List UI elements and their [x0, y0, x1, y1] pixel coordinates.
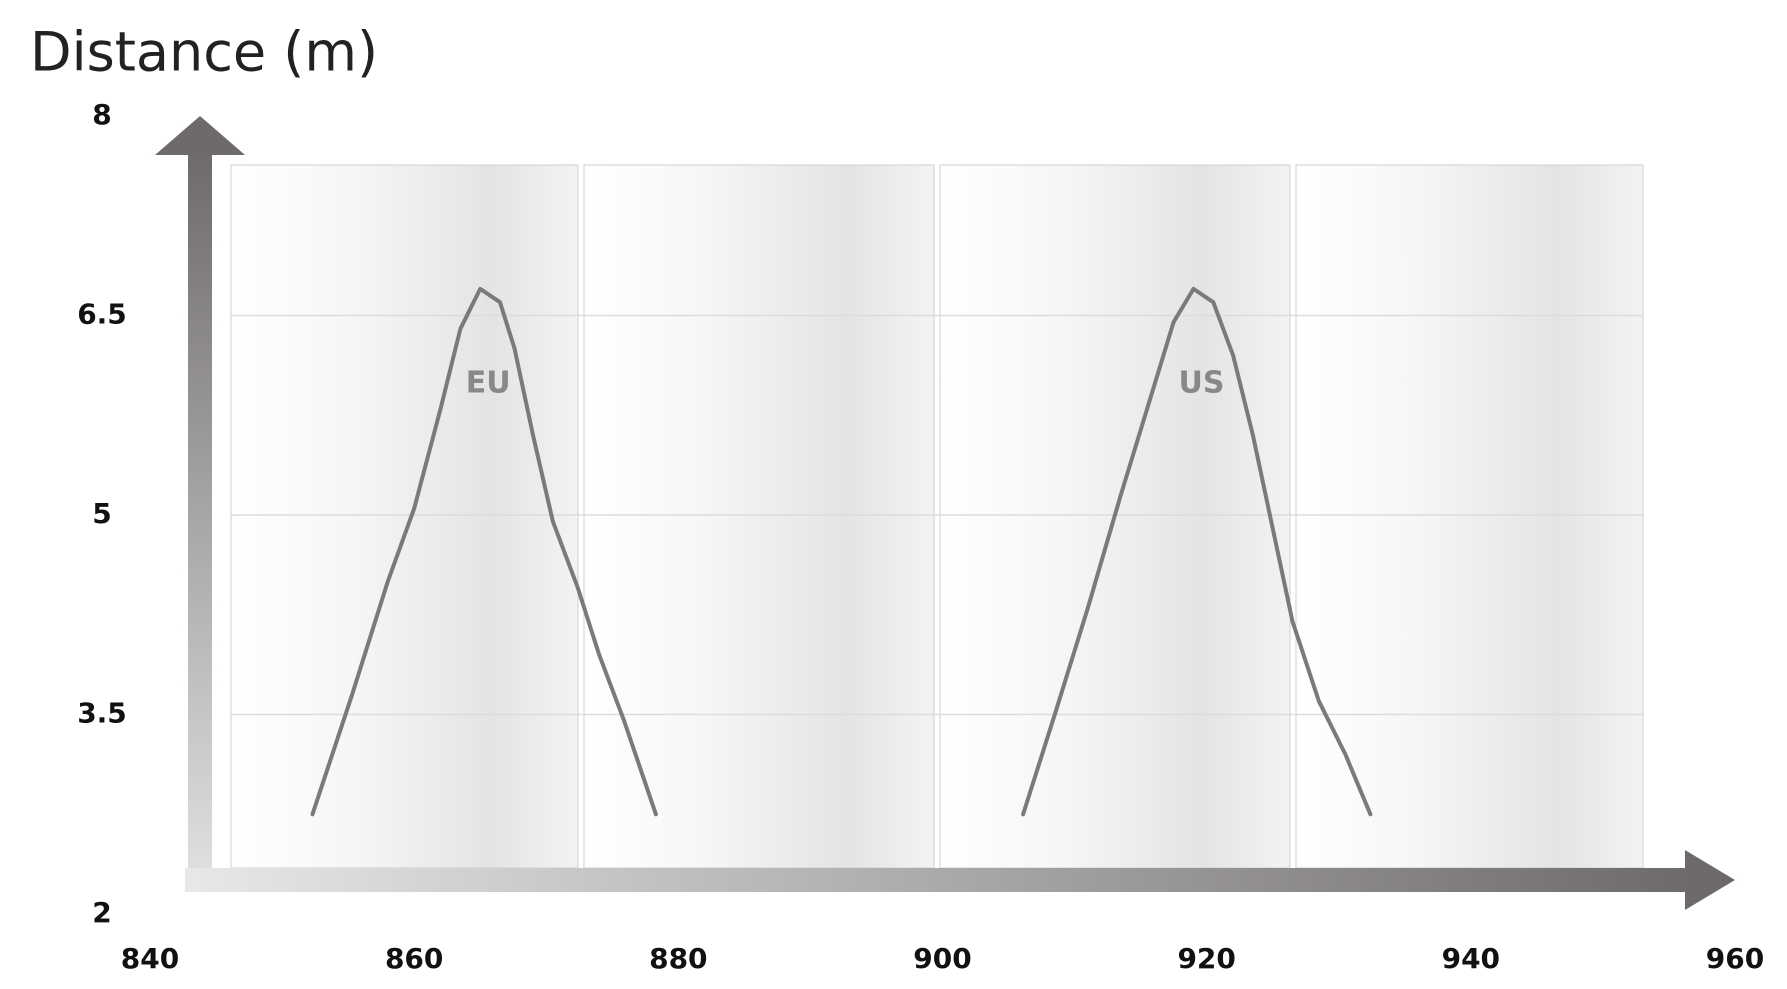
chart-title: Distance (m): [30, 21, 378, 84]
panels: [230, 164, 1644, 869]
axes: [155, 116, 1735, 910]
y-tick-label: 8: [92, 98, 111, 131]
y-tick-label: 5: [92, 497, 111, 530]
series-label: EU: [466, 365, 511, 400]
y-tick-label: 2: [92, 896, 111, 929]
y-axis: [188, 150, 212, 890]
panel: [1295, 164, 1644, 869]
panel: [583, 164, 935, 869]
x-tick-label: 880: [649, 942, 707, 975]
line-series: [310, 286, 658, 817]
x-axis-arrow: [1685, 850, 1735, 910]
y-tick-label: 3.5: [77, 697, 127, 730]
panel: [230, 164, 579, 869]
series-label: US: [1178, 365, 1224, 400]
line-series: [1021, 286, 1373, 817]
y-axis-arrow: [155, 116, 245, 155]
x-tick-label: 920: [1177, 942, 1235, 975]
y-tick-label: 6.5: [77, 298, 127, 331]
x-axis: [185, 868, 1690, 892]
x-tick-label: 940: [1442, 942, 1500, 975]
x-tick-label: 840: [121, 942, 179, 975]
x-tick-label: 860: [385, 942, 443, 975]
x-tick-label: 960: [1706, 942, 1764, 975]
x-tick-label: 900: [913, 942, 971, 975]
